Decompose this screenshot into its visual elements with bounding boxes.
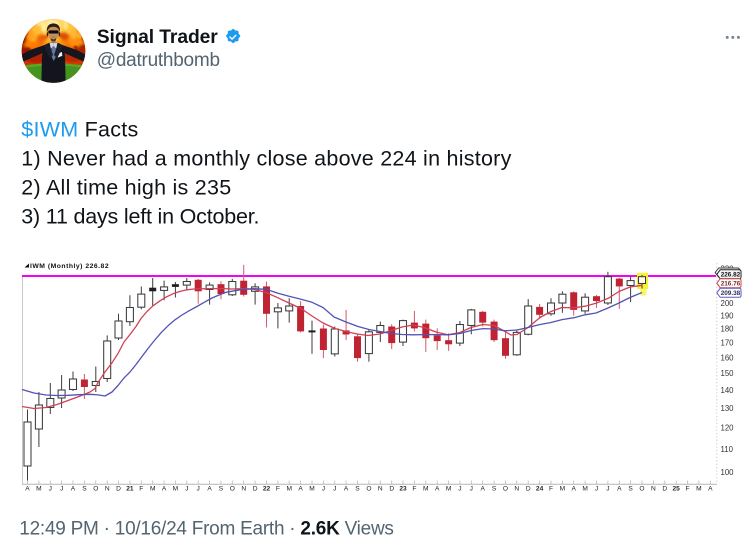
svg-text:J: J xyxy=(322,486,325,493)
svg-text:A: A xyxy=(344,486,349,493)
svg-text:D: D xyxy=(389,486,394,493)
svg-text:O: O xyxy=(93,486,98,493)
svg-text:2) All time high is 235: 2) All time high is 235 xyxy=(21,176,231,200)
svg-text:M: M xyxy=(173,486,179,493)
svg-text:J: J xyxy=(606,486,609,493)
svg-text:N: N xyxy=(514,486,519,493)
svg-text:170: 170 xyxy=(721,339,735,348)
svg-text:F: F xyxy=(276,486,280,493)
svg-text:N: N xyxy=(105,486,110,493)
svg-text:140: 140 xyxy=(721,386,735,395)
svg-text:A: A xyxy=(617,486,622,493)
svg-text:A: A xyxy=(435,486,440,493)
svg-text:100: 100 xyxy=(721,468,735,477)
svg-text:D: D xyxy=(526,486,531,493)
svg-text:M: M xyxy=(446,486,452,493)
svg-text:M: M xyxy=(36,486,42,493)
svg-text:S: S xyxy=(219,486,224,493)
svg-text:180: 180 xyxy=(721,325,735,334)
svg-text:A: A xyxy=(708,486,713,493)
svg-text:190: 190 xyxy=(721,311,735,320)
svg-text:J: J xyxy=(49,486,52,493)
svg-text:200: 200 xyxy=(721,299,735,308)
svg-text:1) Never had a monthly close a: 1) Never had a monthly close above 224 i… xyxy=(21,147,511,171)
svg-text:F: F xyxy=(139,486,143,493)
svg-text:A: A xyxy=(25,486,30,493)
svg-text:120: 120 xyxy=(721,424,735,433)
svg-text:S: S xyxy=(628,486,633,493)
svg-text:24: 24 xyxy=(536,486,544,493)
svg-text:F: F xyxy=(549,486,553,493)
svg-text:3) 11 days left in October.: 3) 11 days left in October. xyxy=(21,205,259,229)
svg-text:12:49 PM · 10/16/24 From Earth: 12:49 PM · 10/16/24 From Earth · 2.6K Vi… xyxy=(19,519,393,540)
svg-text:J: J xyxy=(197,486,200,493)
svg-text:N: N xyxy=(651,486,656,493)
svg-text:22: 22 xyxy=(263,486,271,493)
svg-text:209.38: 209.38 xyxy=(721,290,741,297)
svg-text:O: O xyxy=(639,486,644,493)
svg-text:J: J xyxy=(185,486,188,493)
svg-text:216.76: 216.76 xyxy=(721,281,741,288)
svg-text:J: J xyxy=(458,486,461,493)
svg-text:M: M xyxy=(286,486,292,493)
svg-text:M: M xyxy=(150,486,156,493)
svg-text:J: J xyxy=(470,486,473,493)
svg-text:A: A xyxy=(571,486,576,493)
svg-text:D: D xyxy=(662,486,667,493)
svg-text:21: 21 xyxy=(126,486,134,493)
svg-text:F: F xyxy=(685,486,689,493)
svg-text:150: 150 xyxy=(721,369,735,378)
svg-text:A: A xyxy=(162,486,167,493)
svg-text:M: M xyxy=(696,486,702,493)
svg-text:F: F xyxy=(412,486,416,493)
svg-text:O: O xyxy=(230,486,235,493)
svg-text:25: 25 xyxy=(673,486,681,493)
svg-text:J: J xyxy=(595,486,598,493)
svg-text:D: D xyxy=(253,486,258,493)
svg-text:M: M xyxy=(309,486,315,493)
svg-text:O: O xyxy=(503,486,508,493)
svg-text:A: A xyxy=(71,486,76,493)
svg-text:N: N xyxy=(241,486,246,493)
svg-text:S: S xyxy=(355,486,360,493)
svg-text:IWM (Monthly) 226.82: IWM (Monthly) 226.82 xyxy=(30,263,109,270)
svg-text:@datruthbomb: @datruthbomb xyxy=(97,50,220,71)
svg-text:130: 130 xyxy=(721,404,735,413)
svg-text:160: 160 xyxy=(721,353,735,362)
svg-text:Signal Trader: Signal Trader xyxy=(97,27,218,48)
svg-text:M: M xyxy=(423,486,429,493)
svg-text:23: 23 xyxy=(399,486,407,493)
svg-text:S: S xyxy=(492,486,497,493)
svg-text:O: O xyxy=(366,486,371,493)
svg-text:D: D xyxy=(116,486,121,493)
svg-text:S: S xyxy=(82,486,87,493)
svg-text:A: A xyxy=(480,486,485,493)
svg-text:J: J xyxy=(333,486,336,493)
svg-text:J: J xyxy=(60,486,63,493)
svg-text:N: N xyxy=(378,486,383,493)
svg-text:A: A xyxy=(207,486,212,493)
svg-text:M: M xyxy=(582,486,588,493)
svg-text:226.82: 226.82 xyxy=(721,272,741,279)
svg-text:M: M xyxy=(560,486,566,493)
svg-text:110: 110 xyxy=(721,445,734,454)
svg-text:A: A xyxy=(298,486,303,493)
svg-text:$IWM Facts: $IWM Facts xyxy=(21,118,138,142)
